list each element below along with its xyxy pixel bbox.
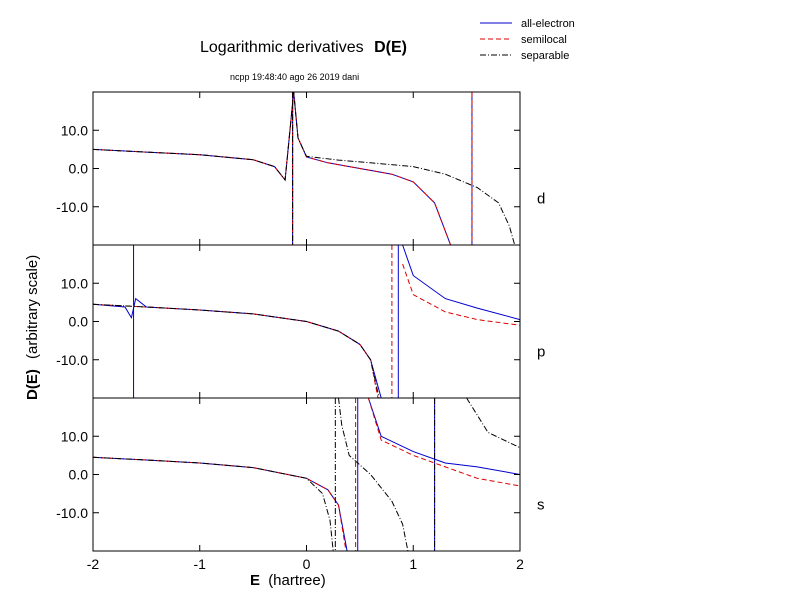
series-separable-p-segment-1 [93,303,380,398]
legend: all-electron semilocal separable [480,18,575,62]
chart-subtitle: ncpp 19:48:40 ago 26 2019 dani [230,72,359,82]
panel-p-series [93,245,520,398]
y-tick-label: -10.0 [56,352,88,368]
series-separable-s-segment-2 [338,398,409,551]
panel-s-series [93,398,520,551]
series-all-electron-s-segment-2 [367,398,520,475]
series-separable-s-segment-1 [93,456,334,551]
panel-d: 10.0 0.0 -10.0 d [56,91,545,246]
legend-label-all-electron: all-electron [521,18,575,30]
x-tick-label: -2 [87,556,100,572]
panel-label-d: d [537,191,545,208]
legend-label-separable: separable [521,50,569,62]
chart-title: Logarithmic derivatives D(E) [200,39,407,56]
series-semilocal-d-segment-1 [93,92,452,245]
y-tick-label: 10.0 [61,275,88,291]
panel-label-p: p [537,344,545,361]
panel-s: 10.0 0.0 -10.0 s [56,397,545,552]
panel-label-s: s [537,497,545,514]
y-tick-label: -10.0 [56,199,88,215]
x-tick-label: 0 [303,556,311,572]
x-tick-label: 1 [409,556,417,572]
x-tick-label: -1 [194,556,207,572]
x-axis: -2 -1 0 1 2 [87,92,524,572]
series-semilocal-s-segment-2 [367,398,520,487]
panel-p: 10.0 0.0 -10.0 p [56,244,545,399]
y-tick-label: 10.0 [61,122,88,138]
panel-d-series [93,92,516,245]
y-axis-label: D(E) (arbitrary scale) [24,255,41,400]
y-tick-label: -10.0 [56,505,88,521]
panel-s-frame [92,397,521,552]
panel-d-frame [92,91,521,246]
y-tick-label: 0.0 [69,467,89,483]
legend-label-semilocal: semilocal [521,34,567,46]
x-axis-label: E (hartree) [250,572,326,589]
series-all-electron-s-segment-1 [93,456,348,551]
y-tick-label: 0.0 [69,314,89,330]
series-separable-d-segment-1 [93,92,516,245]
series-semilocal-p-segment-2 [402,263,520,326]
series-all-electron-p-segment-2 [402,245,520,321]
series-semilocal-p-segment-1 [93,303,379,398]
series-separable-s-segment-3 [466,398,520,449]
y-tick-label: 10.0 [61,428,88,444]
series-all-electron-d-segment-1 [93,92,452,245]
x-tick-label: 2 [516,556,524,572]
series-semilocal-s-segment-1 [93,456,347,551]
y-tick-label: 0.0 [69,161,89,177]
series-all-electron-p-segment-1 [93,297,382,398]
